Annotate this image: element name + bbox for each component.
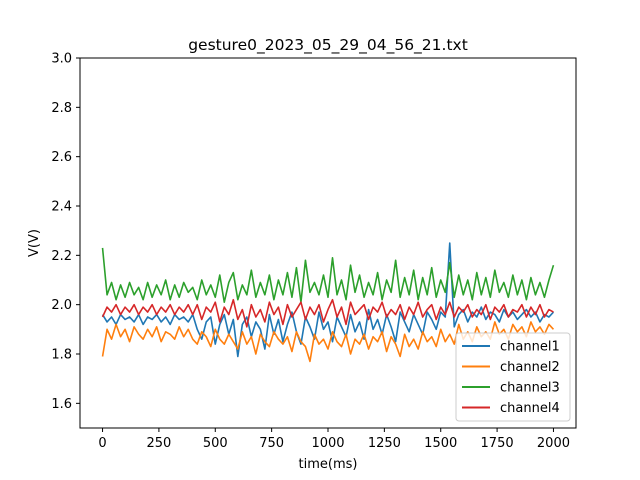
series-line-channel3 (101, 247, 555, 304)
y-tick-label: 1.6 (51, 397, 72, 412)
y-axis-label: V(V) (27, 229, 42, 257)
x-axis: 0 250 500 750 1000 1250 1500 1750 2000 (98, 428, 570, 451)
series-line-channel2 (101, 321, 555, 363)
x-tick-label: 1500 (424, 436, 457, 451)
series-layer (101, 242, 555, 363)
chart-title: gesture0_2023_05_29_04_56_21.txt (188, 36, 468, 55)
x-tick-label: 1750 (481, 436, 514, 451)
legend-label-channel4: channel4 (500, 401, 560, 416)
legend-label-channel3: channel3 (500, 381, 560, 396)
x-tick-label: 1250 (368, 436, 401, 451)
y-tick-label: 2.0 (51, 298, 72, 313)
x-tick-label: 500 (203, 436, 228, 451)
x-tick-label: 750 (259, 436, 284, 451)
x-tick-label: 0 (98, 436, 106, 451)
y-tick-label: 1.8 (51, 348, 72, 363)
x-tick-label: 2000 (537, 436, 570, 451)
y-tick-label: 2.2 (51, 249, 72, 264)
y-tick-label: 2.8 (51, 101, 72, 116)
legend-box (455, 332, 571, 422)
y-tick-label: 3.0 (51, 52, 72, 67)
y-tick-label: 2.6 (51, 150, 72, 165)
legend-label-channel2: channel2 (500, 360, 560, 375)
y-tick-label: 2.4 (51, 200, 72, 215)
x-tick-label: 1000 (311, 436, 344, 451)
x-tick-label: 250 (146, 436, 171, 451)
legend-label-channel1: channel1 (500, 340, 560, 355)
series-line-channel1 (101, 242, 555, 358)
y-axis: 1.6 1.8 2.0 2.2 2.4 2.6 2.8 3.0 (51, 52, 80, 412)
legend: channel1 channel2 channel3 channel4 (455, 332, 571, 422)
series-line-channel4 (101, 298, 554, 328)
x-axis-label: time(ms) (299, 457, 358, 472)
